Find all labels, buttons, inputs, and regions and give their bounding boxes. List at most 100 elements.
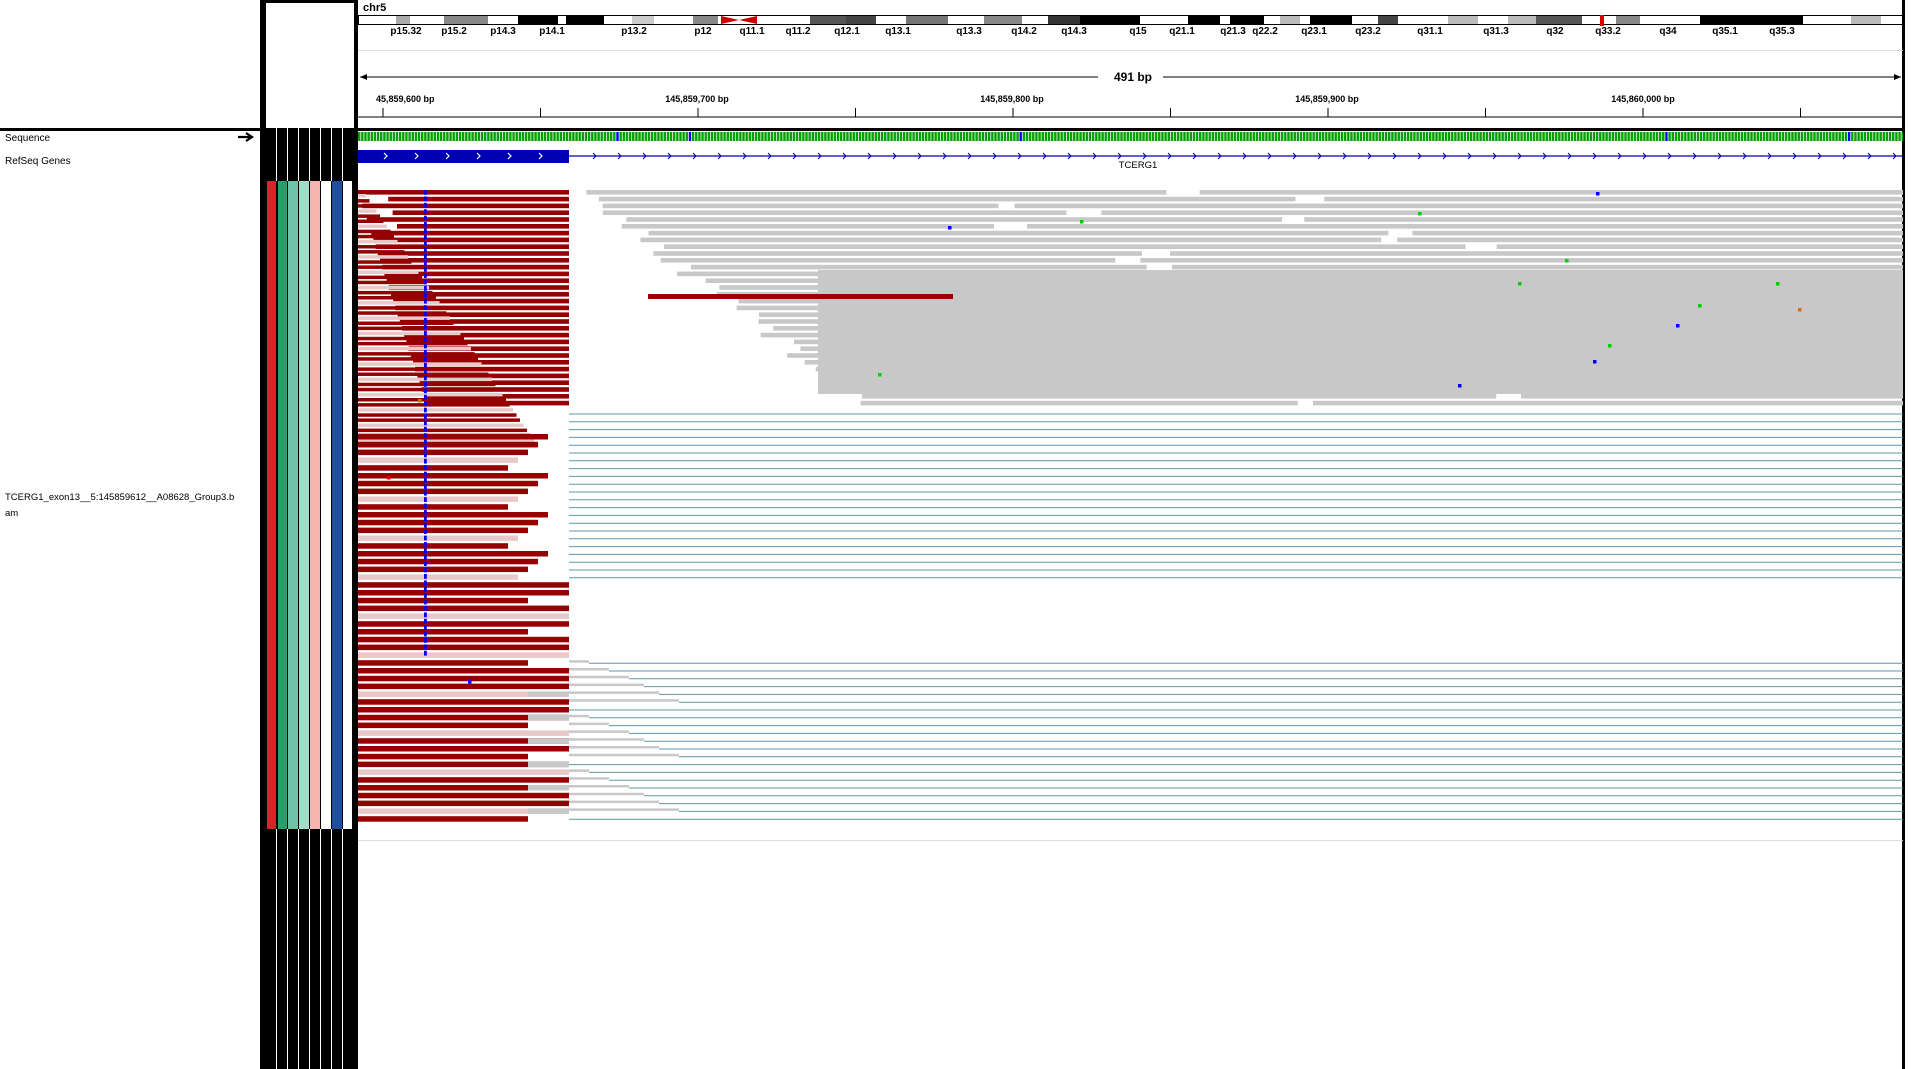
base-cell	[1819, 132, 1822, 141]
base-cell	[1183, 132, 1186, 141]
base-cell	[509, 132, 512, 141]
base-cell	[1161, 132, 1164, 141]
base-cell	[669, 132, 673, 141]
mismatch-base	[424, 503, 427, 509]
intron-strand-chevron	[817, 152, 822, 160]
chromosome-name[interactable]: chr5	[363, 2, 387, 14]
intron-strand-chevron	[1142, 152, 1147, 160]
base-cell	[1177, 132, 1180, 141]
cytoband	[846, 16, 876, 24]
attr-left-border	[262, 0, 266, 1069]
base-cell	[1422, 132, 1426, 141]
attr-cell-3[interactable]	[288, 181, 298, 829]
base-cell	[1498, 132, 1501, 141]
base-cell	[975, 132, 978, 141]
base-cell	[1107, 132, 1111, 141]
attr-cell-2[interactable]	[278, 181, 287, 829]
read-segment	[358, 714, 569, 721]
attr-cell-7[interactable]	[332, 181, 342, 829]
base-cell	[395, 132, 399, 141]
read-segment	[878, 294, 1448, 314]
base-cell	[767, 132, 770, 141]
read-segment	[413, 360, 569, 365]
read-segment	[569, 660, 589, 663]
data-panel-left-border[interactable]	[354, 0, 358, 1069]
base-cell	[764, 132, 767, 141]
base-cell	[1051, 132, 1054, 141]
refseq-gene-track[interactable]	[358, 148, 1903, 166]
mismatch-base	[424, 273, 427, 278]
read-segment	[358, 449, 528, 456]
base-cell	[1180, 132, 1183, 141]
base-cell	[717, 132, 720, 141]
attr-top-border	[262, 0, 356, 3]
read-segment	[358, 387, 499, 392]
base-cell	[739, 132, 742, 141]
base-cell	[698, 132, 701, 141]
mismatch-base	[424, 446, 427, 451]
base-cell	[1243, 132, 1246, 141]
read-segment	[569, 714, 589, 718]
mismatch-base	[424, 318, 427, 323]
base-cell	[1564, 132, 1567, 141]
base-cell	[1888, 132, 1892, 141]
read-segment	[358, 245, 401, 249]
attr-cell-1[interactable]	[267, 181, 276, 829]
name-panel-border[interactable]	[260, 0, 263, 1069]
base-cell	[1047, 132, 1051, 141]
cytoband-label: q34	[1659, 26, 1677, 37]
base-cell	[644, 132, 648, 141]
base-cell	[906, 132, 909, 141]
read-segment	[358, 260, 412, 264]
base-cell	[1060, 132, 1063, 141]
exon-strand-chevron	[414, 152, 419, 160]
base-cell	[1671, 132, 1674, 141]
attr-cell-6[interactable]	[321, 181, 331, 829]
base-cell	[1895, 132, 1898, 141]
bam-track-label[interactable]: TCERG1_exon13__5:145859612__A08628_Group…	[5, 492, 235, 503]
intron-strand-chevron	[1092, 152, 1097, 160]
mismatch-base	[424, 305, 427, 310]
read-segment	[602, 203, 999, 209]
read-segment	[358, 668, 569, 674]
base-cell	[1898, 132, 1901, 141]
mismatch-base	[424, 516, 427, 522]
attribute-panel	[262, 0, 356, 1069]
base-cell	[1599, 132, 1602, 141]
gene-label[interactable]: TCERG1	[1118, 160, 1158, 171]
chromosome-ideogram[interactable]	[358, 15, 1903, 27]
base-cell	[650, 132, 654, 141]
attr-cell-4[interactable]	[299, 181, 309, 829]
base-cell	[824, 132, 827, 141]
base-cell	[606, 132, 610, 141]
base-cell	[603, 132, 607, 141]
base-cell	[1095, 132, 1098, 141]
sequence-track-label[interactable]: Sequence	[5, 133, 51, 144]
base-cell	[1044, 132, 1048, 141]
cytoband	[632, 16, 654, 24]
right-arrow-icon[interactable]	[238, 132, 256, 142]
base-cell	[1079, 132, 1082, 141]
intron-strand-chevron	[1042, 152, 1047, 160]
base-cell	[1652, 132, 1656, 141]
ruler[interactable]	[358, 104, 1903, 128]
attr-cell-5[interactable]	[310, 181, 320, 829]
intron-strand-chevron	[892, 152, 897, 160]
intron-strand-chevron	[1342, 152, 1347, 160]
base-cell	[962, 132, 966, 141]
base-cell	[1510, 132, 1514, 141]
alignment-reads[interactable]	[358, 184, 1903, 844]
read-segment	[358, 239, 398, 244]
cytoband-label: q13.3	[956, 26, 982, 37]
read-segment	[358, 629, 528, 635]
base-cell	[1224, 132, 1227, 141]
base-cell	[902, 132, 906, 141]
base-cell	[597, 132, 600, 141]
base-cell	[660, 132, 663, 141]
genes-track-label[interactable]: RefSeq Genes	[5, 156, 71, 167]
sequence-track[interactable]	[358, 132, 1903, 142]
mismatch-base	[424, 369, 427, 374]
attr-cell-8[interactable]	[343, 181, 352, 829]
base-cell	[751, 132, 755, 141]
cytoband	[984, 16, 1022, 24]
